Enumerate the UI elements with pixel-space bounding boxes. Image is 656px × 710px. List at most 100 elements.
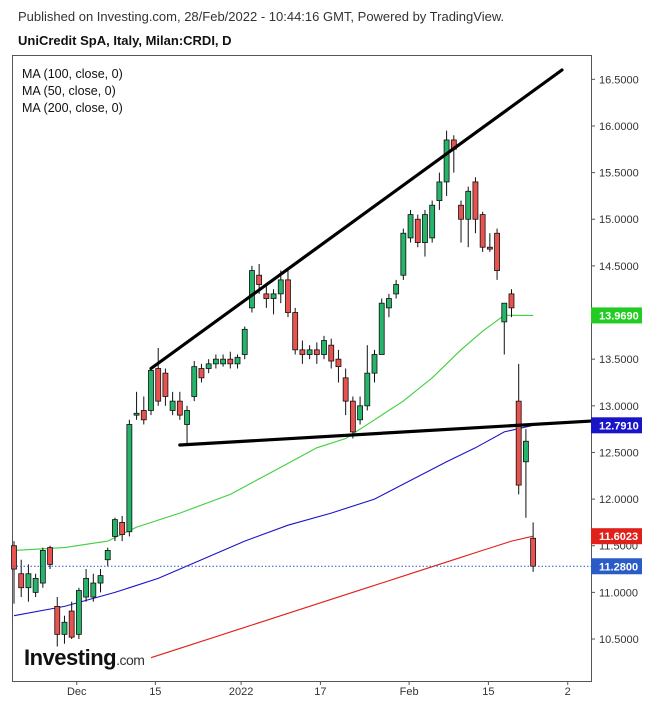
x-tick-label: 15 bbox=[482, 686, 494, 698]
price-tag-label: 13.9690 bbox=[599, 310, 639, 322]
candle-body bbox=[479, 214, 486, 248]
candle bbox=[18, 559, 25, 598]
candle-body bbox=[371, 354, 378, 374]
candle bbox=[479, 211, 486, 252]
candle-body bbox=[119, 522, 126, 535]
candle-body bbox=[436, 181, 443, 201]
candle-body bbox=[227, 358, 234, 365]
candle-body bbox=[155, 368, 162, 402]
candle bbox=[32, 573, 39, 598]
candle-body bbox=[494, 232, 500, 271]
candle bbox=[133, 391, 140, 420]
y-tick-label: 14.5000 bbox=[599, 261, 639, 273]
candle bbox=[249, 265, 255, 313]
candle bbox=[386, 293, 392, 318]
candle-body bbox=[443, 139, 450, 183]
candle-body bbox=[386, 298, 392, 309]
candle bbox=[422, 209, 428, 257]
price-tag bbox=[591, 417, 642, 434]
candle bbox=[292, 307, 299, 355]
candle bbox=[285, 270, 291, 318]
candle-body bbox=[249, 270, 255, 309]
price-tag-label: 11.2800 bbox=[599, 561, 638, 573]
candle bbox=[530, 522, 537, 572]
candle bbox=[486, 233, 493, 252]
candle bbox=[270, 289, 277, 315]
x-tick-label: 2022 bbox=[229, 686, 253, 698]
legend-ma-50: MA (50, close, 0) bbox=[22, 84, 116, 98]
candle bbox=[83, 569, 89, 602]
candle-body bbox=[414, 218, 421, 243]
candle-body bbox=[256, 274, 263, 285]
price-tag bbox=[591, 558, 642, 575]
x-tick-label: Dec bbox=[67, 686, 87, 698]
candle bbox=[140, 396, 147, 425]
y-tick-label: 15.5000 bbox=[599, 168, 639, 180]
candle bbox=[436, 172, 443, 210]
candle bbox=[494, 228, 500, 280]
candle-body bbox=[184, 410, 190, 425]
candle bbox=[371, 349, 378, 383]
candle-body bbox=[299, 349, 306, 355]
price-tag-label: 12.7910 bbox=[599, 420, 639, 432]
candle bbox=[378, 298, 385, 355]
candle-body bbox=[393, 284, 400, 295]
candle-body bbox=[400, 232, 407, 276]
candle-body bbox=[378, 302, 385, 355]
candle-body bbox=[32, 577, 39, 593]
price-tag-label: 11.6023 bbox=[599, 531, 638, 543]
candle-body bbox=[277, 279, 284, 295]
trendline-neckline[interactable] bbox=[178, 418, 615, 447]
candle bbox=[119, 515, 126, 542]
candle bbox=[306, 345, 313, 360]
candle-body bbox=[198, 368, 205, 379]
candle bbox=[472, 177, 479, 234]
plot-area-border bbox=[12, 55, 592, 682]
candle bbox=[155, 347, 162, 406]
candle bbox=[169, 391, 176, 416]
candle bbox=[429, 200, 436, 243]
candle-body bbox=[54, 605, 61, 635]
candle bbox=[90, 573, 97, 602]
y-tick-label: 16.0000 bbox=[599, 121, 639, 133]
y-tick-label: 12.0000 bbox=[599, 494, 639, 506]
candle-body bbox=[328, 344, 335, 362]
candle bbox=[349, 396, 356, 439]
candle bbox=[61, 615, 68, 644]
candle-body bbox=[25, 573, 32, 589]
candle bbox=[328, 338, 335, 369]
candle-body bbox=[501, 302, 508, 323]
candle-body bbox=[104, 550, 111, 561]
candle bbox=[400, 228, 407, 280]
candle-body bbox=[458, 204, 464, 220]
candle-body bbox=[90, 582, 97, 598]
candle-body bbox=[292, 312, 299, 351]
x-tick-label: 17 bbox=[314, 686, 326, 698]
candle-body bbox=[285, 279, 291, 313]
x-tick-label: 15 bbox=[149, 686, 161, 698]
candle bbox=[212, 354, 219, 369]
candle bbox=[25, 564, 32, 602]
candle bbox=[184, 405, 190, 444]
candle bbox=[450, 135, 457, 173]
candle bbox=[126, 419, 133, 537]
candle-body bbox=[515, 400, 522, 486]
trendline-upper[interactable] bbox=[149, 68, 564, 371]
candle-body bbox=[349, 400, 356, 433]
legend-ma-100: MA (100, close, 0) bbox=[22, 67, 123, 81]
candle-body bbox=[191, 366, 198, 397]
candle bbox=[515, 363, 522, 495]
y-tick-label: 15.0000 bbox=[599, 214, 639, 226]
candle bbox=[39, 547, 46, 588]
candle bbox=[11, 541, 17, 604]
candle bbox=[313, 342, 320, 364]
candle bbox=[263, 284, 270, 308]
candle-body bbox=[61, 621, 68, 635]
candle bbox=[458, 200, 464, 243]
candles bbox=[11, 130, 537, 647]
candle bbox=[508, 289, 515, 318]
candle-body bbox=[486, 246, 493, 250]
price-tags: 13.9690 12.7910 11.6023 11.2800 bbox=[13, 307, 642, 575]
price-tag bbox=[591, 528, 642, 545]
